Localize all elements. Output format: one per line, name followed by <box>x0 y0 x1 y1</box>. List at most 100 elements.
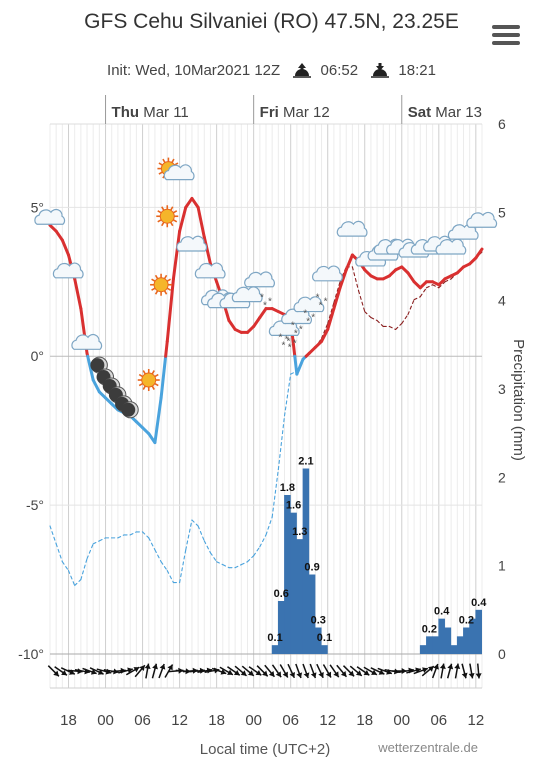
dewpoint-segment <box>234 564 242 569</box>
dewpoint-segment <box>407 299 415 316</box>
svg-text:*: * <box>279 332 283 343</box>
dewpoint-segment <box>191 519 199 527</box>
day-label-weekday: Thu <box>112 104 139 121</box>
dewpoint-segment <box>419 287 428 298</box>
precip-value-label: 0.9 <box>304 562 319 574</box>
wind-arrow <box>446 663 454 679</box>
dewpoint-segment <box>98 537 107 542</box>
wind-arrow <box>431 663 439 679</box>
sunrise-icon <box>293 63 312 78</box>
temperature-segment <box>295 357 305 376</box>
dewpoint-segment <box>364 311 372 319</box>
wind-arrow <box>234 665 248 677</box>
svg-text:*: * <box>285 334 289 345</box>
wind-arrow <box>125 666 140 676</box>
wind-arrow <box>322 664 332 678</box>
precip-bar <box>271 645 279 654</box>
snow-icon: * ** <box>285 334 297 353</box>
temperature-segment <box>202 235 212 266</box>
temperature-segment <box>60 238 71 257</box>
temperature-segment <box>320 327 330 343</box>
svg-text:*: * <box>260 293 264 304</box>
precip-bar <box>432 636 439 654</box>
precip-value-label: 2.1 <box>298 456 313 468</box>
cloud-icon <box>52 262 84 279</box>
wind-arrow <box>454 663 461 679</box>
sunset-icon <box>371 63 390 78</box>
temperature-segment <box>86 354 95 382</box>
cloud-icon <box>231 286 263 303</box>
svg-text:*: * <box>291 320 295 331</box>
hour-tick-label: 12 <box>171 712 188 729</box>
day-label-date: Mar 11 <box>139 104 189 121</box>
sunrise-time: 06:52 <box>320 62 359 79</box>
wind-arrow <box>295 663 303 679</box>
temperature-segment <box>91 378 101 394</box>
wind-arrow <box>363 666 378 676</box>
credit-link[interactable]: wetterzentrale.de <box>377 740 478 755</box>
dewpoint-segment <box>277 415 286 470</box>
precip-tick-label: 5 <box>498 204 506 220</box>
dewpoint-segment <box>80 558 88 581</box>
dewpoint-segment <box>49 525 57 545</box>
wind-arrow <box>342 665 355 677</box>
cloud-icon <box>176 235 208 252</box>
temperature-segment <box>171 229 182 281</box>
wind-arrow <box>82 667 97 675</box>
hour-tick-label: 12 <box>467 712 484 729</box>
wind-arrow <box>151 663 158 679</box>
precip-bar <box>450 645 458 654</box>
sunset-time: 18:21 <box>398 62 436 79</box>
dewpoint-segment <box>438 281 446 289</box>
sun-cloud-icon <box>157 157 195 181</box>
snow-cloud-icon: * ** <box>293 296 325 328</box>
page-title: GFS Cehu Silvaniei (RO) 47.5N, 23.25E <box>84 10 459 33</box>
dewpoint-segment <box>67 570 76 587</box>
dewpoint-segment <box>240 561 249 566</box>
wind-arrow <box>279 664 289 678</box>
wind-arrow <box>118 667 134 674</box>
hour-tick-label: 06 <box>430 712 447 729</box>
dewpoint-segment <box>86 543 94 560</box>
wind-arrow <box>158 663 166 679</box>
day-label: Fri Mar 12 <box>260 104 330 121</box>
weather-icons: * *** *** *** *** *** ** <box>34 157 498 419</box>
day-label-weekday: Sat <box>408 104 431 121</box>
precip-bar <box>419 645 427 654</box>
precip-value-label: 0.2 <box>459 615 474 627</box>
menu-icon[interactable] <box>492 25 520 47</box>
hour-tick-label: 00 <box>97 712 114 729</box>
dewpoint-segment <box>92 540 100 545</box>
dewpoint-segment <box>271 468 279 518</box>
precip-value-label: 1.8 <box>280 482 295 494</box>
precip-bars <box>271 468 482 654</box>
wind-arrow <box>211 667 227 675</box>
wind-arrow <box>336 664 347 678</box>
dewpoint-segment <box>209 552 218 563</box>
precip-bar <box>314 627 322 654</box>
svg-text:*: * <box>263 301 267 312</box>
wind-arrow <box>468 663 475 679</box>
wind-arrow <box>349 665 363 677</box>
svg-text:*: * <box>319 301 323 312</box>
temperature-segment <box>54 229 64 242</box>
temperature-segment <box>227 319 237 331</box>
dewpoint-segment <box>129 531 137 536</box>
temperature-segment <box>326 307 336 331</box>
dewpoint-segment <box>444 278 452 283</box>
precip-bar <box>308 574 316 654</box>
precip-bar <box>296 539 304 654</box>
dewpoint-segment <box>185 519 193 551</box>
temperature-segment <box>406 271 416 284</box>
wind-arrow <box>316 663 324 679</box>
temperature-segment <box>159 354 168 400</box>
dewpoint-segment <box>376 319 384 328</box>
precip-tick-label: 0 <box>498 646 506 662</box>
precip-value-label: 1.3 <box>292 526 307 538</box>
temperature-segment <box>164 339 169 358</box>
dewpoint-segment <box>388 325 397 330</box>
dewpoint-segment <box>253 546 261 557</box>
wind-arrow <box>302 663 310 679</box>
temperature-segment <box>252 316 262 328</box>
dewpoint-segment <box>55 543 63 563</box>
